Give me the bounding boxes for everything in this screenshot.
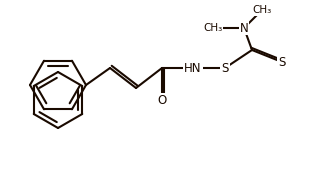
Text: O: O [157, 93, 167, 107]
Text: N: N [239, 21, 248, 34]
Text: S: S [221, 61, 229, 75]
Text: CH₃: CH₃ [203, 23, 223, 33]
Text: HN: HN [184, 61, 202, 75]
Text: S: S [278, 56, 286, 68]
Text: CH₃: CH₃ [252, 5, 272, 15]
